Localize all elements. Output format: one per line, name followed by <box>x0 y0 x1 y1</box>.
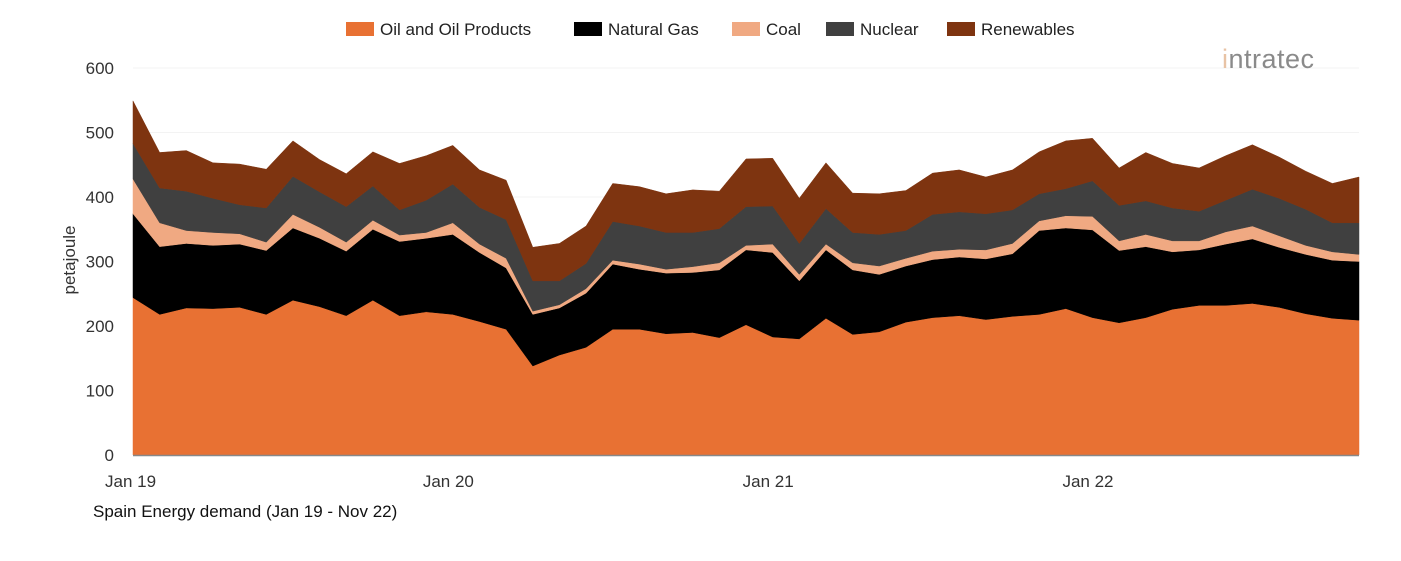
legend-item: Natural Gas <box>574 20 699 39</box>
legend-label: Renewables <box>981 20 1075 39</box>
legend-label: Nuclear <box>860 20 919 39</box>
y-tick-label: 100 <box>86 382 114 401</box>
legend-item: Renewables <box>947 20 1075 39</box>
x-tick-label: Jan 21 <box>743 472 794 491</box>
x-tick-label: Jan 19 <box>105 472 156 491</box>
legend-item: Coal <box>732 20 801 39</box>
legend-swatch <box>947 22 975 36</box>
area-renewables <box>132 100 1360 282</box>
legend-swatch <box>732 22 760 36</box>
legend-swatch <box>826 22 854 36</box>
legend-item: Nuclear <box>826 20 919 39</box>
series-areas <box>132 100 1360 456</box>
legend-swatch <box>574 22 602 36</box>
legend-label: Natural Gas <box>608 20 699 39</box>
legend-swatch <box>346 22 374 36</box>
y-tick-label: 500 <box>86 124 114 143</box>
y-tick-label: 400 <box>86 188 114 207</box>
legend-label: Oil and Oil Products <box>380 20 531 39</box>
y-tick-labels: 0 100 200 300 400 500 600 <box>86 59 114 465</box>
y-axis-label: petajoule <box>60 225 79 294</box>
y-tick-label: 0 <box>105 446 114 465</box>
y-tick-label: 200 <box>86 317 114 336</box>
chart-title: Spain Energy demand (Jan 19 - Nov 22) <box>93 502 398 521</box>
legend-label: Coal <box>766 20 801 39</box>
legend-item: Oil and Oil Products <box>346 20 531 39</box>
x-tick-label: Jan 22 <box>1062 472 1113 491</box>
y-tick-label: 600 <box>86 59 114 78</box>
x-tick-labels: Jan 19 Jan 20 Jan 21 Jan 22 <box>105 472 1114 491</box>
x-tick-label: Jan 20 <box>423 472 474 491</box>
intratec-logo: intratec <box>1222 44 1315 74</box>
y-tick-label: 300 <box>86 253 114 272</box>
legend: Oil and Oil Products Natural Gas Coal Nucle… <box>346 20 1075 39</box>
